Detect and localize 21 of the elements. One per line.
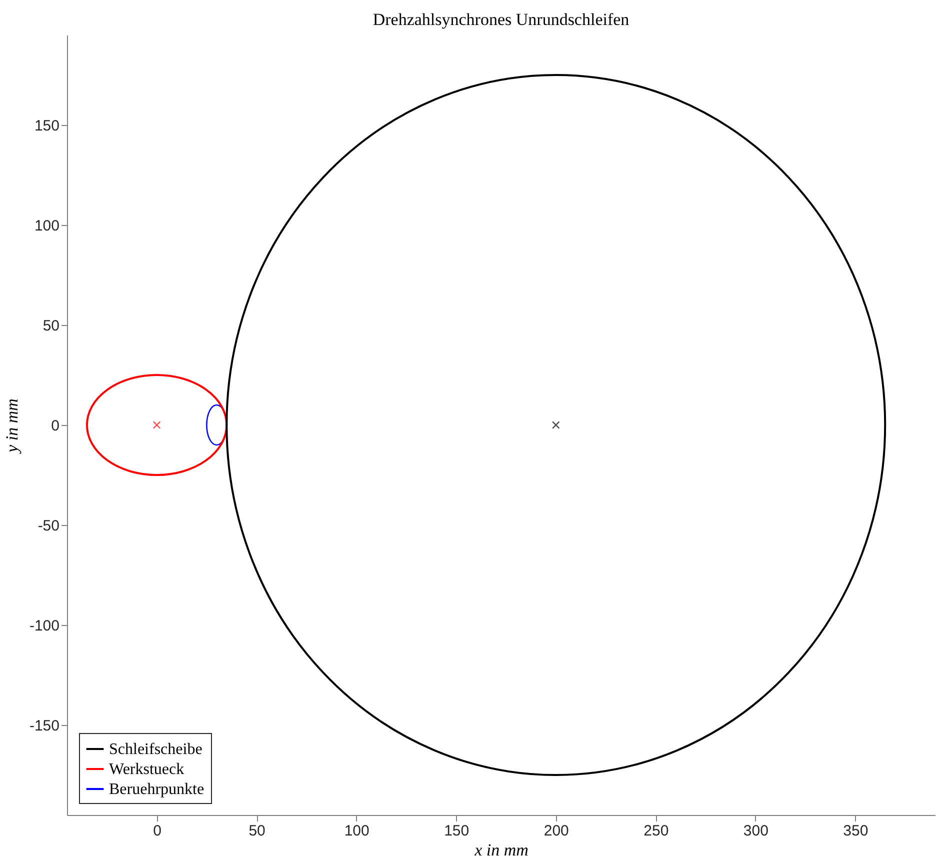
x-axis-title: x in mm [474,840,528,860]
x-tick-label: 300 [743,822,768,840]
y-tick-label: 150 [34,118,60,134]
y-tick-label: -50 [38,518,60,534]
x-tick-label: 50 [248,822,266,840]
legend-label: Werkstueck [109,761,184,778]
x-tick-label: 100 [344,822,370,840]
legend-label: Beruehrpunkte [109,781,204,798]
y-axis-title: y in mm [2,398,22,454]
y-tick-label: -100 [29,618,60,634]
x-tick-label: 150 [444,822,470,840]
y-tick-label: 50 [42,318,60,334]
x-tick-label: 250 [644,822,669,840]
y-tick-label: -150 [29,718,60,734]
x-tick-label: 0 [153,822,162,840]
y-tick-label: 0 [51,418,60,434]
x-tick-label: 350 [843,822,868,840]
chart-title: Drehzahlsynchrones Unrundschleifen [372,10,630,29]
legend-label: Schleifscheibe [109,741,202,758]
y-tick-label: 100 [34,218,60,234]
x-tick-label: 200 [544,822,569,840]
